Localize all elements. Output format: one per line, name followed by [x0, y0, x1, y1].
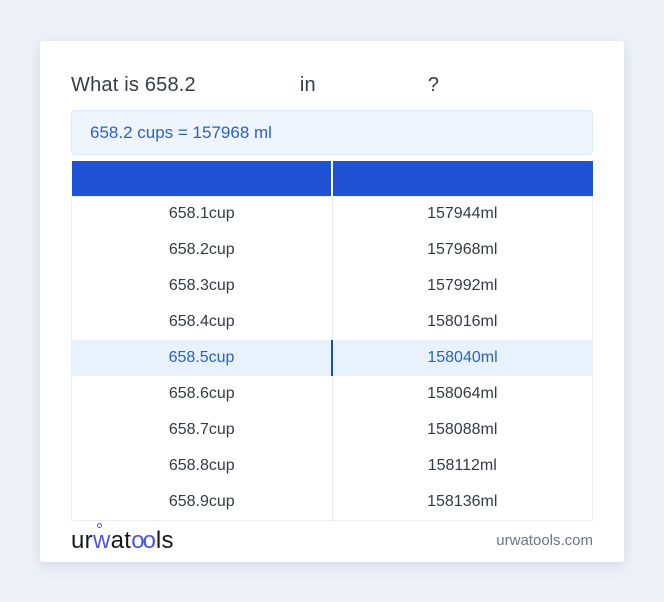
cup-value-cell: 658.7cup	[71, 412, 332, 448]
logo-ring-icon	[96, 522, 102, 528]
table-body: 658.1cup 157944ml 658.2cup 157968ml 658.3cup…	[71, 196, 593, 520]
ml-value-cell: 157944ml	[331, 196, 593, 232]
ml-value-cell: 158136ml	[331, 484, 593, 520]
cup-value-cell: 658.1cup	[71, 196, 332, 232]
logo-part-ur: ur	[71, 526, 93, 554]
logo-part-ls: ls	[155, 526, 174, 554]
cup-value-cell: 658.9cup	[71, 484, 332, 520]
ml-value-cell: 158040ml	[331, 340, 593, 376]
table-row[interactable]: 658.7cup 158088ml	[71, 412, 593, 448]
conversion-result-box: 658.2 cups = 157968 ml	[71, 110, 593, 155]
card-footer: ur watools urwatools.com	[71, 521, 593, 561]
logo-part-w: w	[93, 522, 111, 553]
ml-value-cell: 158016ml	[331, 304, 593, 340]
conversion-result-text: 658.2 cups = 157968 ml	[90, 122, 272, 142]
title-question-mark: ?	[427, 74, 440, 96]
website-url: urwatools.com	[496, 532, 593, 549]
ml-value-cell: 158112ml	[331, 448, 593, 484]
logo-part-oo: oo	[131, 526, 156, 554]
ml-value-cell: 157968ml	[331, 232, 593, 268]
converter-card: What is 658.2 in? 658.2 cups = 157968 ml …	[40, 41, 624, 562]
logo-part-at: at	[110, 526, 132, 554]
cup-value-cell: 658.3cup	[71, 268, 332, 304]
ml-value-cell: 157992ml	[331, 268, 593, 304]
table-row[interactable]: 658.1cup 157944ml	[71, 196, 593, 232]
title-connector: in	[299, 74, 316, 96]
ml-value-cell: 158064ml	[331, 376, 593, 412]
header-ml-column	[331, 161, 593, 196]
cup-value-cell: 658.2cup	[71, 232, 332, 268]
table-row[interactable]: 658.4cup 158016ml	[71, 304, 593, 340]
urwatools-logo[interactable]: ur watools	[71, 522, 174, 554]
table-row[interactable]: 658.3cup 157992ml	[71, 268, 593, 304]
ml-value-cell: 158088ml	[331, 412, 593, 448]
cup-value-cell: 658.6cup	[71, 376, 332, 412]
title-prefix: What is 658.2	[71, 74, 196, 96]
table-row[interactable]: 658.2cup 157968ml	[71, 232, 593, 268]
page-title: What is 658.2 in?	[71, 74, 593, 97]
table-header	[71, 161, 593, 196]
header-cup-column	[71, 161, 332, 196]
cup-value-cell: 658.8cup	[71, 448, 332, 484]
cup-value-cell: 658.5cup	[71, 340, 332, 376]
table-row[interactable]: 658.9cup 158136ml	[71, 484, 593, 520]
table-row[interactable]: 658.6cup 158064ml	[71, 376, 593, 412]
conversion-table: 658.1cup 157944ml 658.2cup 157968ml 658.3cup…	[71, 161, 593, 521]
table-row[interactable]: 658.5cup 158040ml	[71, 340, 593, 376]
table-row[interactable]: 658.8cup 158112ml	[71, 448, 593, 484]
cup-value-cell: 658.4cup	[71, 304, 332, 340]
